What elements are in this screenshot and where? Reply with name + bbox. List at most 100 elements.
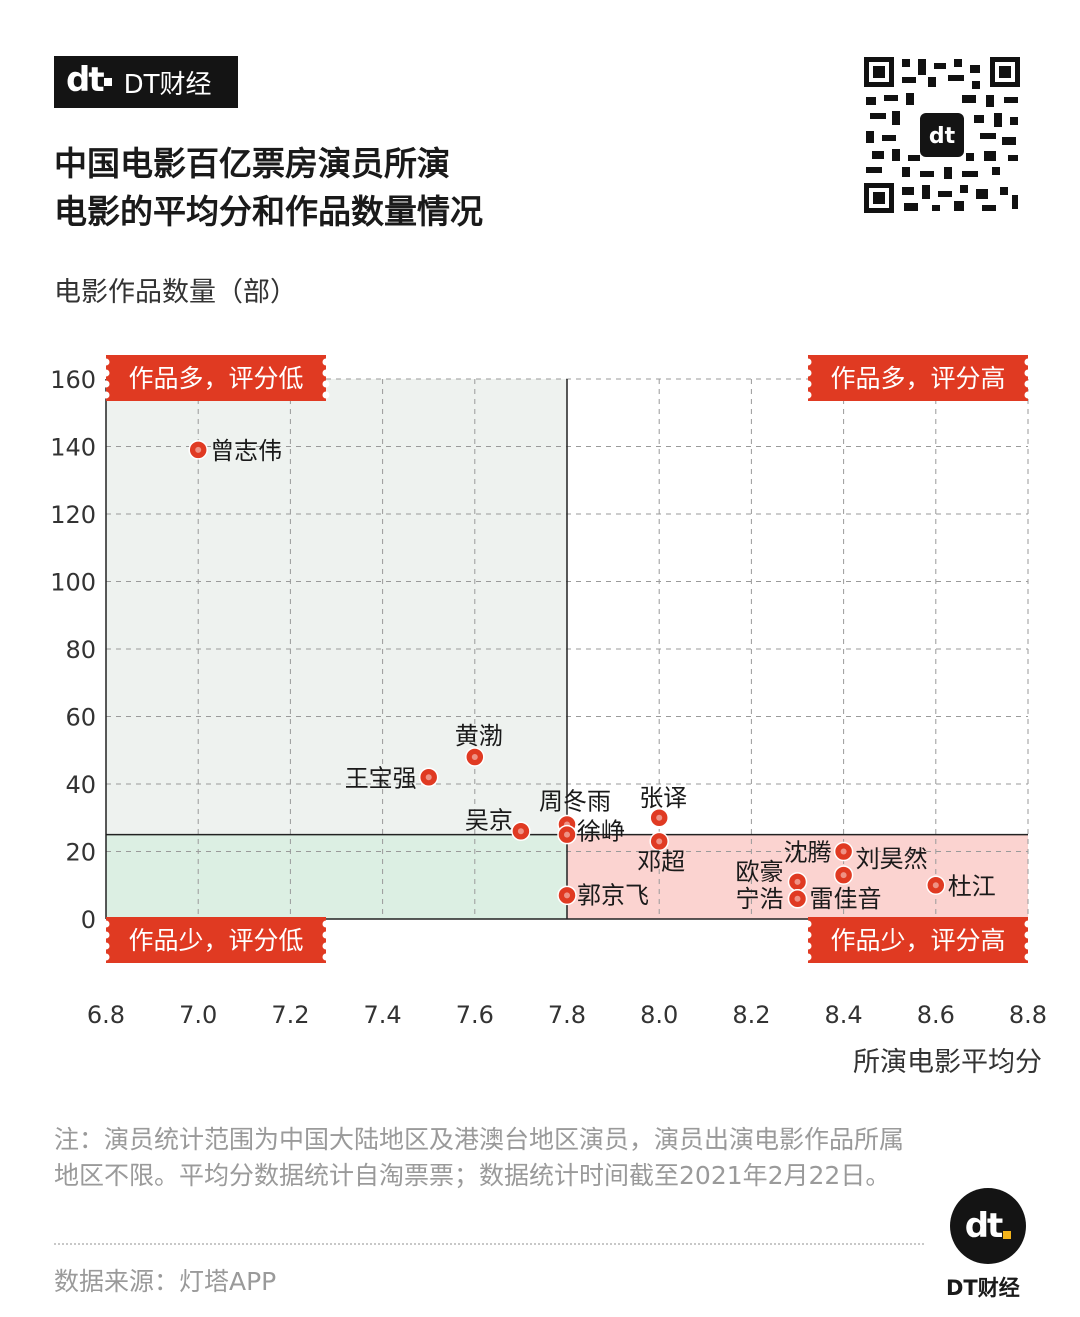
quadrant-bottom-left [106,834,567,919]
qr-code-icon: dt [862,55,1022,215]
data-point-label: 邓超 [637,847,685,875]
quadrant-label-text: 作品多，评分高 [830,364,1005,393]
quadrant-label-bottom-left: 作品少，评分低 [102,917,330,963]
badge-notch [804,931,812,939]
badge-notch [1024,391,1032,399]
data-point-marker [649,831,669,852]
y-tick-label: 80 [65,636,96,664]
data-point-label: 宁浩 [736,885,784,913]
badge-notch [1024,953,1032,961]
badge-notch [1024,380,1032,388]
data-source: 数据来源：灯塔APP [54,1267,277,1296]
data-point-marker [649,808,669,828]
data-point-marker [787,889,808,909]
page-title: 中国电影百亿票房演员所演 电影的平均分和作品数量情况 [54,140,674,236]
data-point-highlight [656,838,663,845]
data-point-highlight [471,754,478,760]
quadrant-label-bg [808,917,1028,963]
quadrant-label-bottom-right: 作品少，评分高 [804,917,1032,963]
badge-notch [322,942,330,950]
x-tick-label: 7.6 [456,1001,494,1029]
data-point-marker [833,841,854,862]
badge-notch [322,931,330,939]
badge-notch [804,380,812,388]
quadrant-top-left [106,379,567,835]
y-tick-label: 100 [50,569,96,597]
data-point: 张译 [639,784,687,828]
data-point: 徐峥 [557,818,625,846]
data-point-label: 郭京飞 [577,881,649,909]
scatter-chart: 160 140 120 100 80 60 40 20 0 6.8 7.0 7.2 7.4 7.6 7.8 8… [50,355,1047,1029]
y-tick-label: 20 [65,839,96,867]
data-point-marker [188,440,208,460]
data-point-label: 曾志伟 [210,437,282,465]
data-point-highlight [564,892,570,899]
badge-notch [804,358,812,366]
data-point-marker [511,821,531,841]
badge-notch [322,920,330,928]
badge-notch [1024,369,1032,377]
badge-notch [102,931,110,939]
svg-text:dt: dt [929,124,956,149]
badge-notch [804,391,812,399]
dt-logo-icon: dt [66,60,105,100]
data-point-highlight [932,882,939,889]
dt-logo-icon: dt [950,1188,1026,1264]
y-tick-label: 120 [50,501,96,529]
data-point: 曾志伟 [188,437,282,465]
data-point: 黄渤 [455,722,503,767]
badge-notch [1024,931,1032,939]
data-point: 刘昊然 [833,845,928,885]
x-tick-label: 8.6 [917,1001,955,1029]
data-point: 郭京飞 [557,881,649,909]
data-point-label: 沈腾 [784,839,832,867]
y-tick-label: 160 [50,366,96,394]
data-point-highlight [840,848,847,855]
quadrant-label-bg [808,355,1028,401]
badge-notch [322,391,330,399]
quadrant-label-bg [106,917,326,963]
footnote: 注：演员统计范围为中国大陆地区及港澳台地区演员，演员出演电影作品所属地区不限。平… [54,1125,905,1190]
badge-notch [102,358,110,366]
data-point: 雷佳音 [787,885,882,913]
badge-notch [102,920,110,928]
badge-notch [1024,358,1032,366]
badge-notch [804,942,812,950]
data-point: 吴京 [465,806,531,841]
data-point-highlight [794,895,801,902]
badge-notch [804,953,812,961]
data-point-label: 雷佳音 [810,885,882,913]
x-tick-label: 7.4 [364,1001,402,1029]
data-point-marker [833,865,854,885]
data-point-highlight [425,774,432,781]
y-tick-label: 40 [65,771,96,799]
data-point-highlight [517,828,524,835]
data-point-marker [465,747,485,767]
title-line-1: 中国电影百亿票房演员所演 [54,144,450,183]
brand-badge: dt DT财经 [54,56,238,108]
badge-notch [1024,920,1032,928]
x-tick-label: 7.0 [179,1001,217,1029]
data-point: 邓超 [637,831,685,875]
data-point-label: 张译 [639,784,687,812]
quadrant-label-text: 作品少，评分低 [128,926,303,955]
brand-name: DT财经 [123,69,212,100]
brand-name-bottom: DT财经 [946,1276,1020,1300]
divider [54,1243,924,1245]
badge-notch [102,380,110,388]
data-point-label: 周冬雨 [539,788,611,816]
badge-notch [1024,942,1032,950]
x-tick-label: 7.2 [271,1001,309,1029]
y-axis-label: 电影作品数量（部） [54,277,297,308]
x-tick-label: 8.4 [825,1001,863,1029]
badge-notch [102,953,110,961]
data-point-highlight [564,831,570,838]
title-line-2: 电影的平均分和作品数量情况 [54,192,483,231]
badge-notch [322,358,330,366]
data-point-marker [557,885,577,906]
y-tick-label: 60 [65,704,96,732]
data-point-label: 王宝强 [345,764,417,792]
data-point-label: 徐峥 [577,818,625,846]
badge-notch [102,369,110,377]
data-point-highlight [840,872,847,879]
